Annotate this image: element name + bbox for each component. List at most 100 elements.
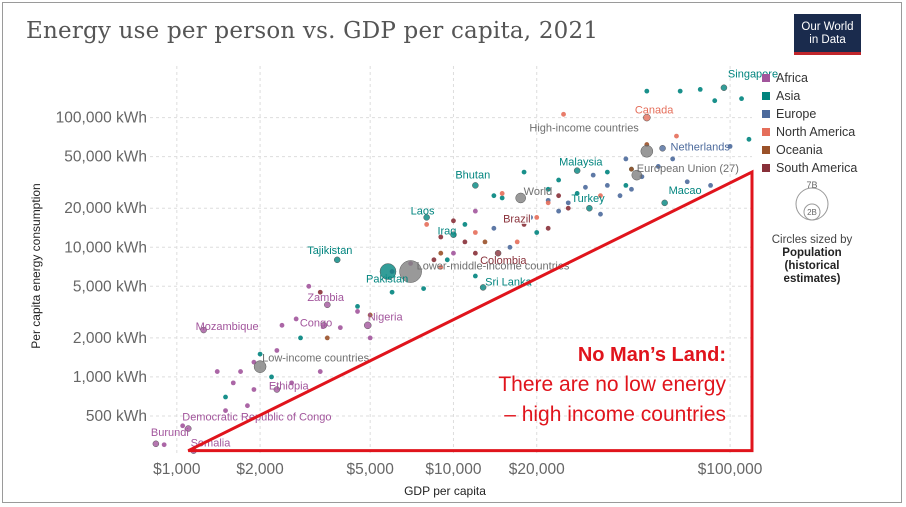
data-point[interactable] xyxy=(274,348,280,353)
legend-item-north-america[interactable]: North America xyxy=(762,123,857,141)
legend-item-africa[interactable]: Africa xyxy=(762,69,857,87)
data-point[interactable] xyxy=(644,88,650,94)
data-point[interactable] xyxy=(245,403,250,409)
data-point[interactable] xyxy=(289,380,295,386)
data-point[interactable] xyxy=(367,312,373,318)
data-point[interactable] xyxy=(431,257,437,263)
data-point[interactable] xyxy=(306,283,312,289)
data-point[interactable] xyxy=(293,316,299,322)
labeled-data-point[interactable] xyxy=(640,145,654,158)
labeled-data-point[interactable] xyxy=(450,231,457,238)
data-point[interactable] xyxy=(617,193,623,199)
data-point[interactable] xyxy=(534,214,540,220)
data-point[interactable] xyxy=(521,222,527,227)
labeled-data-point[interactable] xyxy=(720,84,728,91)
labeled-data-point[interactable] xyxy=(200,326,207,334)
labeled-data-point[interactable] xyxy=(320,322,328,329)
labeled-data-point[interactable] xyxy=(185,425,192,432)
data-point[interactable] xyxy=(670,156,676,162)
data-point[interactable] xyxy=(337,325,343,331)
data-point[interactable] xyxy=(389,289,395,295)
data-point[interactable] xyxy=(462,222,468,227)
data-point[interactable] xyxy=(451,250,456,256)
data-point[interactable] xyxy=(482,239,488,245)
data-point[interactable] xyxy=(521,169,527,175)
labeled-data-point[interactable] xyxy=(515,192,526,204)
data-point[interactable] xyxy=(317,369,323,374)
data-point[interactable] xyxy=(421,286,427,291)
labeled-data-point[interactable] xyxy=(152,440,160,448)
data-point[interactable] xyxy=(534,230,540,235)
data-point[interactable] xyxy=(451,218,456,224)
labeled-data-point[interactable] xyxy=(379,263,397,280)
data-point[interactable] xyxy=(355,303,360,309)
data-point[interactable] xyxy=(604,182,610,188)
data-point[interactable] xyxy=(424,222,430,227)
data-point[interactable] xyxy=(491,225,497,231)
data-point[interactable] xyxy=(367,335,373,341)
data-point[interactable] xyxy=(499,191,505,196)
data-point[interactable] xyxy=(590,172,596,178)
data-point[interactable] xyxy=(712,98,718,104)
data-point[interactable] xyxy=(598,193,603,199)
labeled-data-point[interactable] xyxy=(253,360,267,373)
data-point[interactable] xyxy=(161,442,167,448)
labeled-data-point[interactable] xyxy=(363,321,372,330)
data-point[interactable] xyxy=(251,387,257,392)
data-point[interactable] xyxy=(623,156,629,162)
data-point[interactable] xyxy=(528,214,533,220)
data-point[interactable] xyxy=(746,136,752,142)
data-point[interactable] xyxy=(355,309,360,314)
labeled-data-point[interactable] xyxy=(423,214,430,221)
data-point[interactable] xyxy=(472,230,478,235)
data-point[interactable] xyxy=(438,234,444,240)
data-point[interactable] xyxy=(674,133,679,139)
data-point[interactable] xyxy=(684,179,690,185)
data-point[interactable] xyxy=(545,225,551,231)
data-point[interactable] xyxy=(514,239,520,245)
data-point[interactable] xyxy=(655,164,661,169)
data-point[interactable] xyxy=(598,211,603,217)
data-point[interactable] xyxy=(561,111,566,117)
data-point[interactable] xyxy=(438,250,444,256)
data-point[interactable] xyxy=(223,408,228,413)
data-point[interactable] xyxy=(583,184,588,190)
data-point[interactable] xyxy=(499,195,505,201)
data-point[interactable] xyxy=(677,88,683,94)
data-point[interactable] xyxy=(269,374,274,380)
data-point[interactable] xyxy=(739,96,744,102)
data-point[interactable] xyxy=(565,205,571,211)
data-point[interactable] xyxy=(727,143,733,149)
labeled-data-point[interactable] xyxy=(479,284,487,291)
data-point[interactable] xyxy=(472,273,478,279)
data-point[interactable] xyxy=(545,200,551,206)
data-point[interactable] xyxy=(565,200,571,206)
legend-item-asia[interactable]: Asia xyxy=(762,87,857,105)
legend-item-south-america[interactable]: South America xyxy=(762,159,857,177)
owid-logo[interactable]: Our World in Data xyxy=(794,14,861,55)
data-point[interactable] xyxy=(472,208,478,214)
data-point[interactable] xyxy=(279,322,285,328)
data-point[interactable] xyxy=(556,193,562,199)
labeled-data-point[interactable] xyxy=(661,199,668,207)
data-point[interactable] xyxy=(324,335,330,341)
data-point[interactable] xyxy=(507,244,513,250)
labeled-data-point[interactable] xyxy=(573,167,581,174)
labeled-data-point[interactable] xyxy=(586,204,593,212)
labeled-data-point[interactable] xyxy=(494,249,502,257)
data-point[interactable] xyxy=(574,191,580,196)
data-point[interactable] xyxy=(708,182,713,188)
data-point[interactable] xyxy=(230,380,236,386)
labeled-data-point[interactable] xyxy=(643,113,651,122)
data-point[interactable] xyxy=(629,186,634,192)
data-point[interactable] xyxy=(604,169,610,175)
data-point[interactable] xyxy=(238,369,243,374)
data-point[interactable] xyxy=(491,193,497,199)
legend-item-europe[interactable]: Europe xyxy=(762,105,857,123)
data-point[interactable] xyxy=(317,289,323,295)
data-point[interactable] xyxy=(298,335,303,341)
labeled-data-point[interactable] xyxy=(631,169,643,181)
labeled-data-point[interactable] xyxy=(399,260,422,283)
data-point[interactable] xyxy=(556,208,562,214)
data-point[interactable] xyxy=(438,264,444,270)
